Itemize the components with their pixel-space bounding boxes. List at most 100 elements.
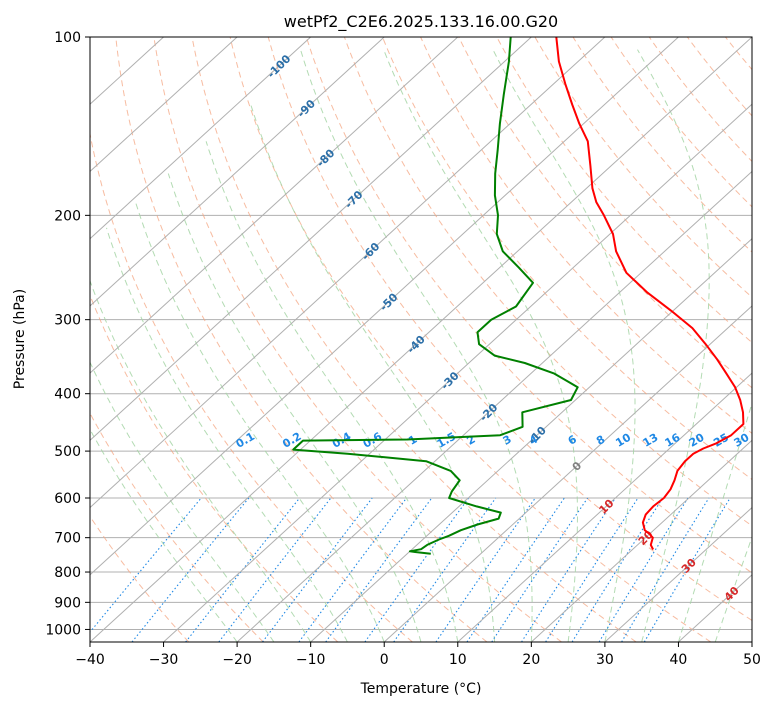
x-tick-label: 40: [670, 652, 688, 668]
y-tick-label: 500: [54, 444, 81, 460]
moist-adiabat: [90, 361, 275, 642]
mixing-ratio-line: [364, 497, 470, 642]
isotherm: [383, 305, 752, 642]
pressure-gridlines: [90, 37, 752, 630]
mixing-ratio-label: 0.1: [234, 430, 257, 451]
dry-adiabat: [610, 37, 752, 208]
mixing-ratio-line: [598, 497, 689, 642]
moist-adiabat: [250, 104, 496, 642]
y-axis-label: Pressure (hPa): [12, 289, 28, 389]
x-tick-label: −40: [75, 652, 105, 668]
isotherm: [236, 170, 752, 642]
mixing-ratio-label: 6: [566, 432, 579, 447]
moist-adiabat: [383, 49, 578, 642]
x-tick-label: −20: [222, 652, 252, 668]
dry-adiabat: [90, 515, 190, 642]
dry-adiabat: [420, 37, 752, 435]
moist-adiabat: [90, 279, 312, 642]
mixing-ratio-label: 20: [687, 431, 707, 450]
dry-adiabat: [496, 37, 752, 344]
dry-adiabat: [648, 37, 752, 163]
y-tick-label: 1000: [45, 622, 81, 638]
mixing-ratio-line: [435, 497, 536, 642]
dry-adiabat: [90, 412, 264, 642]
x-tick-label: 20: [522, 652, 540, 668]
y-tick-label: 300: [54, 313, 81, 329]
mixing-ratio-line: [621, 497, 710, 642]
moist-adiabats: [90, 49, 752, 642]
mixing-ratio-line: [491, 497, 589, 642]
mixing-ratio-line: [521, 497, 616, 642]
mixing-ratio-line: [545, 497, 639, 642]
plot-frame: [89, 36, 753, 643]
mixing-ratio-label: 30: [732, 431, 752, 450]
isotherm: [90, 37, 312, 240]
x-axis-label: Temperature (°C): [360, 681, 482, 697]
dry-adiabat: [686, 37, 752, 117]
dry-adiabat: [267, 37, 752, 622]
isotherm: [310, 237, 752, 642]
dry-adiabats: [90, 37, 775, 642]
isotherm: [90, 37, 679, 576]
dry-adiabat: [343, 37, 752, 527]
isotherm: [530, 439, 752, 642]
isotherm: [90, 37, 459, 374]
dry-adiabat: [764, 37, 775, 642]
moist-adiabat: [106, 227, 348, 642]
mixing-ratio-label: 0.2: [280, 430, 303, 451]
dry-adiabat: [153, 37, 562, 642]
y-tick-label: 700: [54, 531, 81, 547]
mixing-ratio-label: 16: [663, 431, 683, 450]
mixing-ratio-line: [325, 497, 433, 642]
y-tick-label: 100: [54, 30, 81, 46]
y-tick-label: 600: [54, 491, 81, 507]
profile-series: [292, 37, 745, 555]
x-tick-label: 50: [743, 652, 761, 668]
isotherm: [90, 37, 752, 642]
moist-adiabat: [205, 141, 459, 642]
isotherm: [457, 372, 752, 642]
dewpoint-profile-line: [292, 37, 579, 555]
isotherm: [163, 103, 752, 642]
y-tick-label: 900: [54, 595, 81, 611]
y-axis-ticks: 1000 900 800 700 600 500 400 300 200 100: [45, 30, 90, 638]
mixing-ratio-line: [185, 497, 301, 642]
isotherm: [751, 641, 752, 642]
mixing-ratio-line: [571, 497, 664, 642]
moist-adiabat: [167, 173, 422, 642]
moist-adiabat: [90, 428, 238, 642]
dry-adiabat: [90, 131, 413, 642]
x-tick-label: −10: [296, 652, 326, 668]
y-tick-label: 800: [54, 565, 81, 581]
mixing-ratio-lines: [90, 497, 731, 642]
dry-adiabat: [191, 37, 637, 642]
x-tick-label: 30: [596, 652, 614, 668]
isotherms: [90, 37, 752, 642]
x-axis-ticks: −40 −30 −20 −10 0 10 20 30 40 50: [75, 642, 761, 668]
y-tick-label: 200: [54, 208, 81, 224]
moist-adiabat: [300, 49, 533, 642]
temperature-profile-line: [555, 37, 745, 550]
isotherm: [90, 37, 532, 442]
mixing-ratio-label: 10: [613, 431, 633, 450]
moist-adiabat: [714, 535, 752, 642]
dry-adiabat: [534, 37, 752, 298]
mixing-ratio-label: 2: [465, 433, 478, 448]
moist-adiabat: [135, 201, 385, 642]
chart-title: wetPf2_C2E6.2025.133.16.00.G20: [284, 12, 558, 32]
isotherm: [90, 37, 238, 173]
mixing-ratio-line: [131, 497, 250, 642]
dry-adiabat: [229, 37, 712, 642]
dry-adiabat: [305, 37, 752, 574]
x-tick-label: 10: [449, 652, 467, 668]
mixing-ratio-label: 1.5: [435, 430, 458, 451]
isotherm: [90, 37, 385, 307]
isotherm: [90, 37, 606, 509]
x-tick-label: −30: [149, 652, 179, 668]
dry-adiabat: [725, 37, 752, 71]
y-tick-label: 400: [54, 387, 81, 403]
mixing-ratio-line: [90, 497, 202, 633]
mixing-ratio-label: 13: [641, 431, 661, 450]
dry-adiabat: [572, 37, 752, 253]
